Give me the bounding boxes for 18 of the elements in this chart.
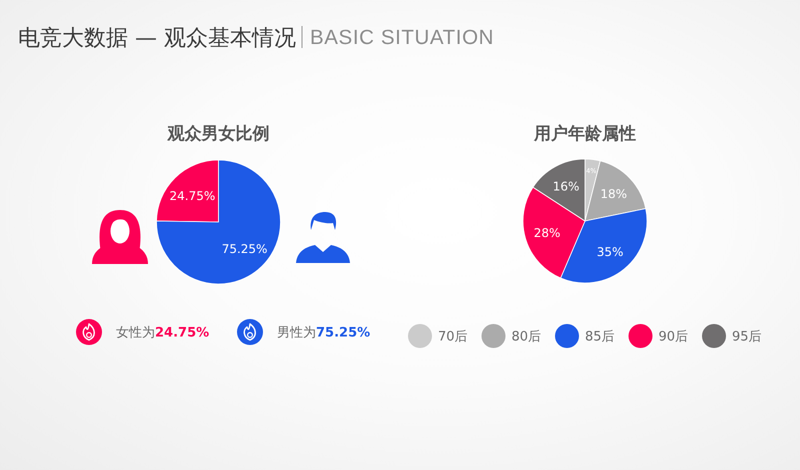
legend-label: 女性为24.75% (116, 326, 210, 340)
pie-slice (156, 160, 281, 284)
legend-label: 95后 (732, 330, 762, 344)
legend-label: 90后 (658, 330, 688, 344)
text: BASIC SITUATION (310, 26, 494, 49)
data-label: 35% (596, 245, 624, 260)
legend-label: 85后 (585, 330, 615, 344)
legend-label: 男性为75.25% (277, 326, 370, 340)
data-label: 18% (600, 186, 628, 201)
data-label: 75.25% (222, 242, 268, 256)
chart-title: 观众男女比例 (166, 124, 270, 144)
legend-label: 70后 (438, 330, 468, 344)
data-label: 24.75% (170, 188, 216, 203)
data-label: 28% (534, 226, 560, 240)
chart-title: 用户年龄属性 (533, 124, 636, 144)
text: 电竞大数据 — 观众基本情况 (18, 26, 296, 51)
data-label: 16% (552, 179, 580, 194)
legend-label: 80后 (512, 330, 542, 344)
